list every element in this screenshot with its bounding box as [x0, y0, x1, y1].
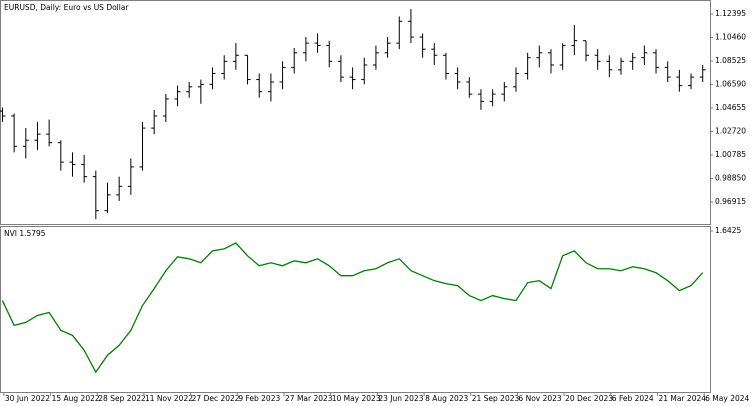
indicator-line: [1, 242, 704, 374]
indicator-title: NVI 1.5795: [4, 229, 46, 238]
y-tick-label: 1.10460: [715, 33, 746, 42]
y-tick-label: 1.08525: [715, 56, 746, 65]
x-tick-label: 20 Dec 2023: [565, 394, 613, 403]
x-tick-label: 28 Sep 2022: [98, 394, 146, 403]
indicator-pane: [0, 226, 711, 393]
y-tick-label: 1.12395: [715, 9, 746, 18]
x-tick-label: 21 Mar 2024: [658, 394, 706, 403]
chart-title: EURUSD, Daily: Euro vs US Dollar: [4, 3, 129, 12]
x-tick-label: 15 Aug 2022: [52, 394, 100, 403]
x-tick-label: 21 Sep 2023: [472, 394, 520, 403]
y-tick-label: 1.02720: [715, 126, 746, 135]
y-tick-label: 1.04655: [715, 103, 746, 112]
x-tick-label: 23 Jun 2023: [378, 394, 423, 403]
x-tick-label: 9 Feb 2023: [238, 394, 280, 403]
x-tick-label: 27 Dec 2022: [192, 394, 240, 403]
x-tick-label: 27 Mar 2023: [285, 394, 333, 403]
y-tick-label: 1.06590: [715, 80, 746, 89]
y-tick-label: 0.98850: [715, 173, 746, 182]
x-tick-label: 10 May 2023: [332, 394, 381, 403]
x-tick-label: 11 Nov 2022: [145, 394, 193, 403]
x-tick-label: 6 Feb 2024: [612, 394, 654, 403]
x-tick-label: 30 Jun 2022: [5, 394, 50, 403]
y-tick-label: 1.00785: [715, 150, 746, 159]
x-tick-label: 6 May 2024: [705, 394, 749, 403]
x-tick-label: 8 Aug 2023: [425, 394, 468, 403]
y-tick-label: 0.96915: [715, 197, 746, 206]
y-tick-label: 1.6425: [715, 226, 741, 235]
x-tick-label: 6 Nov 2023: [518, 394, 561, 403]
